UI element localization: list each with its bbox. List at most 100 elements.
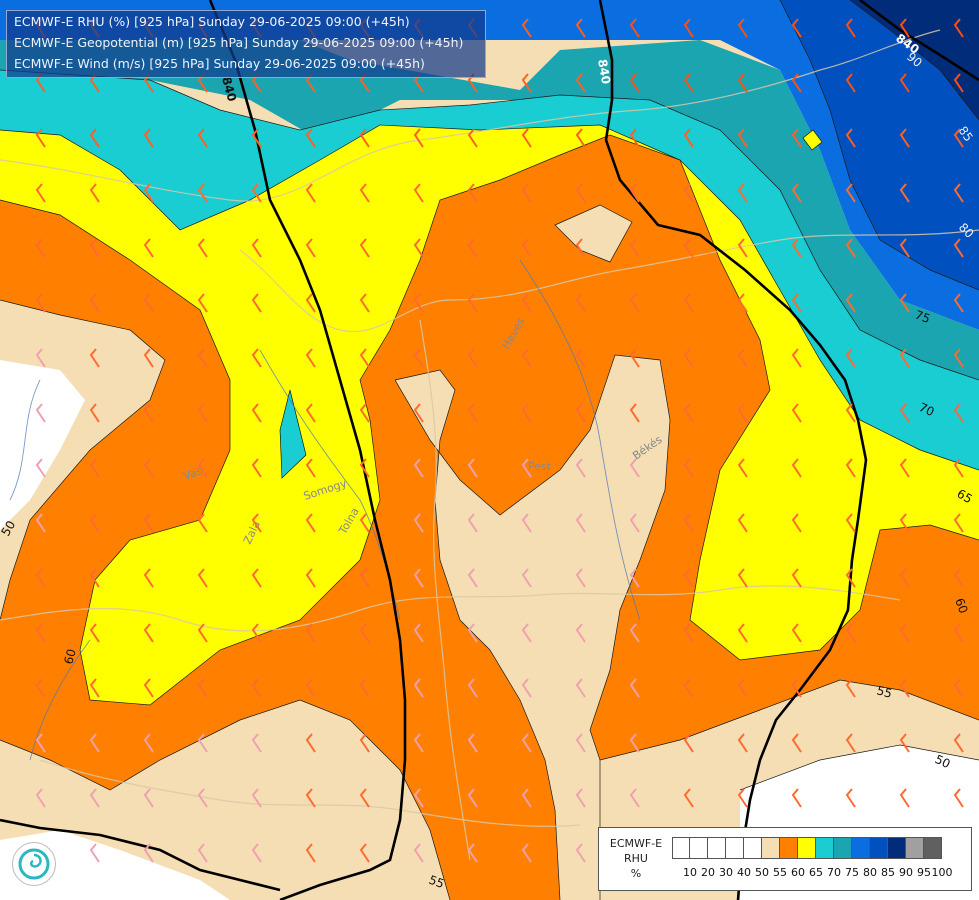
wind-barb [899, 183, 910, 203]
wind-barb [521, 843, 532, 863]
wind-barb [629, 238, 640, 258]
wind-barb [305, 568, 316, 588]
wind-barb [791, 293, 802, 313]
wind-barb [683, 18, 694, 38]
rhu-island-70 [279, 389, 307, 479]
contour-label-75-east: 75 [913, 308, 932, 326]
wind-barb [197, 128, 208, 148]
wind-barb [35, 183, 46, 203]
wind-barb [143, 183, 154, 203]
wind-barb [35, 788, 46, 808]
wind-barb [305, 458, 316, 478]
legend-tick-label: 10 [683, 866, 697, 879]
wind-barb [683, 513, 694, 533]
wind-barb [251, 293, 262, 313]
wind-barb [197, 238, 208, 258]
wind-barb [737, 568, 748, 588]
geopotential-label-840-north: 840 [595, 58, 613, 85]
wind-barb [359, 348, 370, 368]
wind-barb [953, 458, 964, 478]
wind-barb [89, 348, 100, 368]
wind-barb [197, 843, 208, 863]
contour-label-55-se: 55 [875, 683, 893, 700]
wind-barb [953, 18, 964, 38]
wind-barb [89, 293, 100, 313]
wind-barb [629, 73, 640, 93]
legend-swatch [762, 837, 780, 859]
legend-tick-label: 55 [773, 866, 787, 879]
wind-barb [521, 678, 532, 698]
wind-barb [629, 623, 640, 643]
legend-tick-label: 65 [809, 866, 823, 879]
wind-barb [467, 623, 478, 643]
rhu-band-75 [0, 40, 979, 380]
wind-barb [305, 678, 316, 698]
legend-swatch [726, 837, 744, 859]
wind-barb [575, 513, 586, 533]
wind-barb [575, 568, 586, 588]
wind-barb [521, 128, 532, 148]
wind-barb [791, 128, 802, 148]
legend-swatches [672, 837, 942, 859]
wind-barb [143, 623, 154, 643]
wind-barb [413, 238, 424, 258]
legend-tick-label: 90 [899, 866, 913, 879]
wind-barb [197, 403, 208, 423]
wind-barb [737, 678, 748, 698]
wind-barb [575, 733, 586, 753]
wind-barb [35, 403, 46, 423]
wind-barb [467, 128, 478, 148]
wind-barb [953, 733, 964, 753]
wind-barb [413, 733, 424, 753]
legend-swatch [852, 837, 870, 859]
wind-barb [305, 513, 316, 533]
wind-barb [305, 128, 316, 148]
wind-barb [521, 18, 532, 38]
wind-barb [143, 733, 154, 753]
region-label-vas: Vas [182, 464, 205, 483]
legend-tick-label: 40 [737, 866, 751, 879]
rhu-band-70 [0, 70, 979, 470]
legend-swatch [672, 837, 690, 859]
wind-barb [89, 623, 100, 643]
wind-barb [143, 403, 154, 423]
wind-barb [251, 238, 262, 258]
wind-barb [143, 568, 154, 588]
wind-barb [629, 458, 640, 478]
legend-tick-label: 20 [701, 866, 715, 879]
wind-barb [143, 348, 154, 368]
wind-barb [413, 568, 424, 588]
wind-barb [305, 788, 316, 808]
wind-barb [629, 678, 640, 698]
wind-barb [413, 183, 424, 203]
wind-barb [737, 18, 748, 38]
wind-barb [845, 183, 856, 203]
wind-barb [467, 678, 478, 698]
wind-barb [791, 788, 802, 808]
wind-barb [35, 513, 46, 533]
wind-barb [845, 513, 856, 533]
borders [0, 29, 979, 861]
wind-barb [251, 678, 262, 698]
wind-barb [899, 568, 910, 588]
wind-barb [737, 128, 748, 148]
wind-barb [89, 843, 100, 863]
wind-barb [737, 733, 748, 753]
wind-barb [899, 403, 910, 423]
wind-barb [467, 733, 478, 753]
wind-barb [467, 513, 478, 533]
legend-swatch [744, 837, 762, 859]
wind-barb [89, 238, 100, 258]
region-label-pest: Pest [528, 460, 552, 473]
wind-barb [737, 183, 748, 203]
wind-barb [845, 788, 856, 808]
wind-barb [737, 73, 748, 93]
wind-barb [251, 513, 262, 533]
wind-barb [953, 293, 964, 313]
wind-barb [89, 568, 100, 588]
wind-barb [359, 788, 370, 808]
legend-title: ECMWF-E RHU % [609, 837, 663, 880]
wind-barb [251, 183, 262, 203]
wind-barb [359, 128, 370, 148]
